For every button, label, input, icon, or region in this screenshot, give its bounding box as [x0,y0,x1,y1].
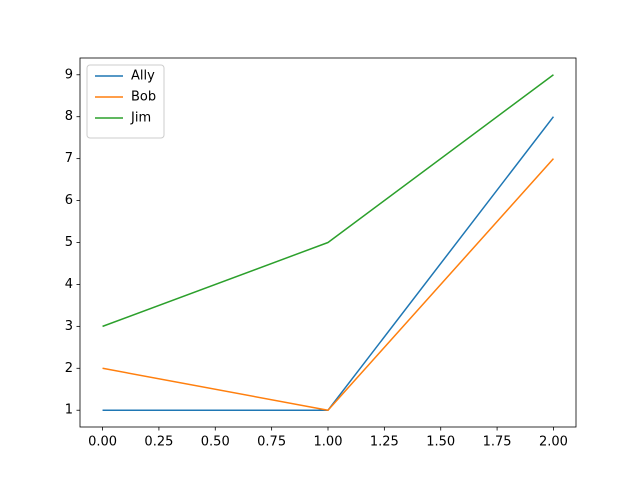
y-tick-label: 5 [65,235,73,250]
y-tick-label: 8 [65,109,73,124]
line [102,116,555,411]
y-tick-label: 2 [65,361,73,376]
x-tick-label: 1.00 [314,435,343,450]
y-tick-label: 4 [65,277,73,292]
x-tick-label: 1.75 [483,435,512,450]
x-tick-label: 0.25 [144,435,173,450]
y-tick-label: 9 [65,67,73,82]
y-tick-label: 7 [65,151,73,166]
line [102,74,554,328]
x-tick-label: 0.00 [88,435,117,450]
legend-label: Ally [131,69,155,84]
axes-frame [79,57,577,428]
y-tick-label: 6 [65,193,73,208]
legend-box [86,64,165,139]
legend-label: Jim [130,111,151,126]
y-tick-label: 1 [65,403,73,418]
line [102,158,555,411]
x-tick-label: 1.25 [370,435,399,450]
x-tick-label: 2.00 [539,435,568,450]
y-tick-label: 3 [65,319,73,334]
legend-label: Bob [131,90,156,105]
x-tick-label: 0.75 [257,435,286,450]
x-tick-label: 0.50 [201,435,230,450]
x-tick-label: 1.50 [426,435,455,450]
